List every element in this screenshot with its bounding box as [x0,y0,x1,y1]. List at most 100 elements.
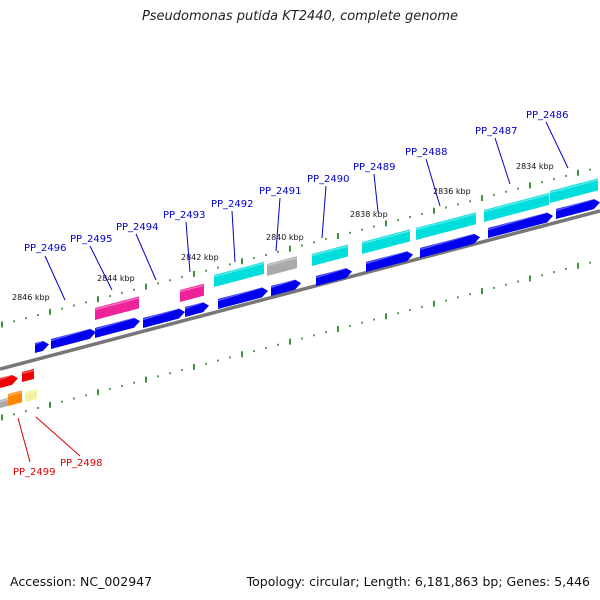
map-title: Pseudomonas putida KT2440, complete geno… [141,9,459,24]
gene-red-0-shine [0,374,13,381]
gene-reverse-8-body [366,251,413,272]
gene-lower-orange-body [8,390,22,406]
gene-reverse-11 [555,198,600,219]
kbp-labels: 2846 kbp 2844 kbp 2842 kbp 2840 kbp 2838… [12,162,554,302]
gene-label-pp2493: PP_2493 [163,210,206,221]
gene-reverse-6-body [271,279,301,296]
kbp-label-2836: 2836 kbp [433,187,471,196]
kbp-label-2846: 2846 kbp [12,293,50,302]
gene-forward-3-body [267,256,297,276]
gene-lower-orange [7,390,23,406]
gene-red-1 [21,368,35,382]
gene-reverse-2 [94,316,140,338]
gene-red-1-shine [21,369,35,375]
leader-line-6 [321,185,327,239]
gene-reverse-5 [217,286,268,309]
genome-summary-text: Topology: circular; Length: 6,181,863 bp… [246,574,590,589]
gene-reverse-0 [34,340,49,353]
leader-line-0 [44,255,66,301]
gene-forward-1-shine [179,284,205,293]
gene-forward-3-shine [266,256,298,267]
gene-forward-2 [213,261,265,287]
gene-reverse-4-shine [184,301,204,310]
gene-red-0-body [0,374,18,388]
gene-forward-4-shine [311,245,349,257]
gene-blocks [0,178,600,408]
gene-label-pp2494: PP_2494 [116,222,159,233]
gene-label-pp2496: PP_2496 [24,243,67,254]
gene-lower-yellow [24,388,38,402]
gene-reverse-1-body [51,328,96,349]
kbp-label-2834: 2834 kbp [516,162,554,171]
gene-forward-4 [311,244,349,266]
gene-forward-5-shine [361,230,411,245]
leader-line-5 [275,197,281,252]
leader-line-2 [135,233,157,281]
gene-label-pp2488: PP_2488 [405,147,448,158]
leader-line-11 [17,417,31,463]
gene-reverse-8 [365,250,413,272]
gene-forward-8-body [550,178,598,203]
leader-line-7 [373,173,379,213]
gene-reverse-9-body [420,233,480,258]
gene-forward-3 [266,256,298,276]
leader-line-4 [231,210,236,263]
gene-reverse-0-body [35,340,49,353]
gene-forward-0 [94,296,140,320]
gene-label-pp2487: PP_2487 [475,126,518,137]
kbp-label-2838: 2838 kbp [350,210,388,219]
gene-label-pp2491: PP_2491 [259,186,302,197]
gene-lower-orange-shine [7,391,23,397]
gene-reverse-5-shine [217,286,263,302]
leader-line-12 [35,416,81,457]
gene-label-pp2498: PP_2498 [60,458,103,469]
gene-reverse-9 [419,232,480,258]
gene-forward-0-shine [94,297,140,311]
gene-reverse-3 [142,307,185,328]
gene-red-1-body [22,368,34,382]
gene-forward-6-body [416,212,476,240]
gene-reverse-1-shine [50,327,91,342]
gene-reverse-0-shine [34,340,44,346]
gene-forward-5-body [362,229,410,254]
gene-reverse-8-shine [365,250,408,265]
leader-line-1 [89,245,113,291]
gene-reverse-9-shine [419,232,475,251]
gene-reverse-6-shine [270,278,296,289]
gene-lower-yellow-shine [24,389,38,395]
gene-reverse-4 [184,301,209,317]
gene-labels: PP_2496 PP_2495 PP_2494 PP_2493 PP_2492 … [13,110,569,478]
gene-label-leaders [17,121,569,463]
scale-ticks [1,168,591,421]
gene-reverse-10 [487,211,553,238]
leader-line-10 [545,121,569,169]
leader-line-9 [494,137,511,185]
gene-forward-1 [179,283,205,302]
gene-reverse-3-shine [142,307,180,321]
gene-forward-7 [483,192,550,222]
gene-label-pp2490: PP_2490 [307,174,350,185]
kbp-label-2840: 2840 kbp [266,233,304,242]
gene-label-pp2499: PP_2499 [13,467,56,478]
gene-reverse-2-body [95,317,140,338]
gene-red-0 [0,374,18,388]
kbp-label-2844: 2844 kbp [97,274,135,283]
gene-forward-2-body [214,261,264,287]
gene-forward-8 [549,178,599,203]
leader-line-8 [425,158,441,207]
gene-reverse-5-body [218,287,268,309]
gene-forward-7-body [484,192,549,222]
gene-forward-7-shine [483,193,550,213]
gene-label-pp2486: PP_2486 [526,110,569,121]
gene-reverse-4-body [185,302,209,317]
gene-lower-gray-body [0,397,10,408]
backbone-upper [0,209,600,371]
gene-forward-6-shine [415,212,477,231]
gene-reverse-10-body [488,212,553,238]
gene-reverse-3-body [143,308,185,328]
gene-forward-1-body [180,283,204,302]
gene-forward-2-shine [213,262,265,278]
gene-forward-6 [415,212,477,240]
gene-forward-0-body [95,296,139,320]
